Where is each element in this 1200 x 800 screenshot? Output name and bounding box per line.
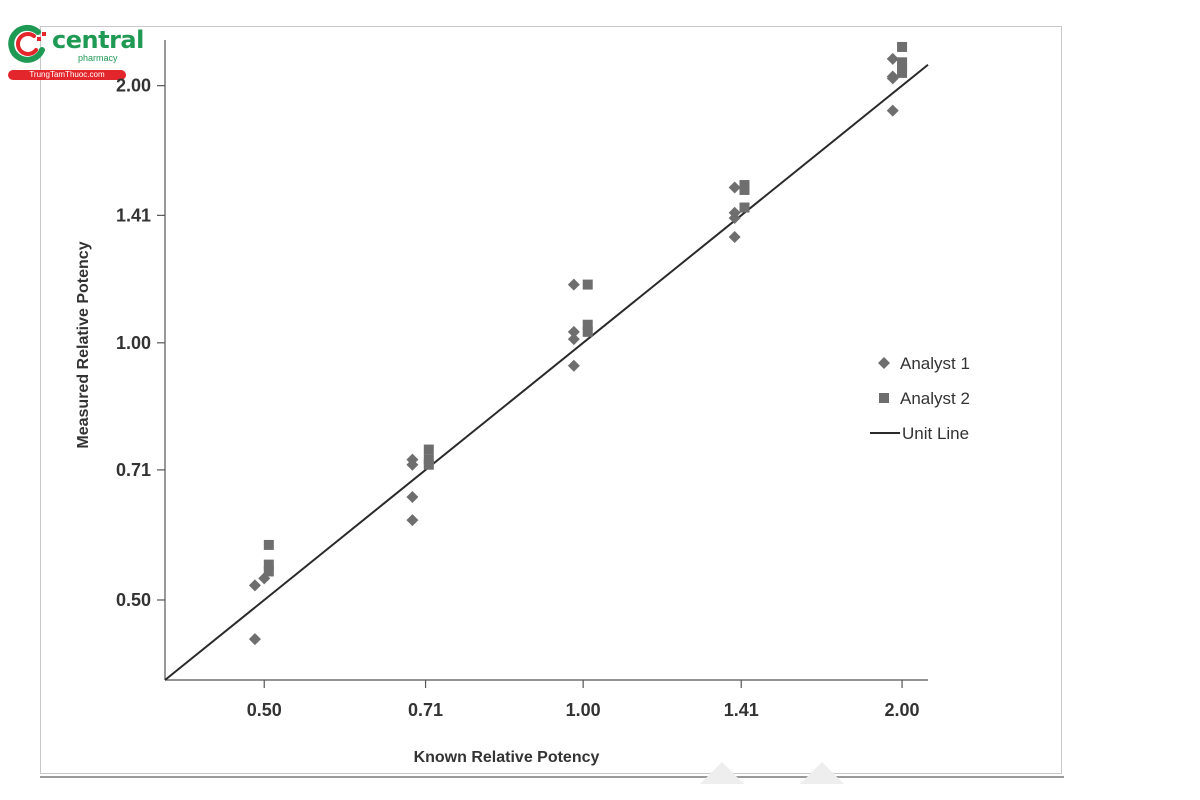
logo-name: central — [52, 26, 144, 54]
watermark-shape — [700, 762, 744, 784]
logo-mark-icon — [8, 24, 46, 63]
analyst-2-point — [582, 326, 593, 337]
x-tick-label: 0.71 — [408, 700, 443, 720]
legend: Analyst 1 Analyst 2 Unit Line — [870, 354, 970, 443]
legend-label: Analyst 2 — [900, 389, 970, 408]
x-tick-label: 1.00 — [566, 700, 601, 720]
analyst-1-point — [728, 181, 741, 194]
chart-frame — [40, 26, 1062, 774]
y-tick-label: 1.41 — [116, 205, 151, 225]
analyst-1-point — [728, 231, 741, 244]
analyst-1-point — [567, 359, 580, 372]
y-tick-label: 2.00 — [116, 76, 151, 96]
analyst-2-point — [582, 279, 593, 290]
analyst-1-point — [886, 104, 899, 117]
point-group — [248, 41, 908, 646]
analyst-2-point — [897, 41, 908, 52]
analyst-2-point — [582, 319, 593, 330]
analyst-1-point — [406, 514, 419, 527]
analyst-2-point — [423, 454, 434, 465]
unit-line-group — [164, 63, 929, 681]
analyst-2-point — [897, 57, 908, 68]
analyst-2-point — [739, 184, 750, 195]
analyst-1-point — [406, 458, 419, 471]
unit-line — [164, 63, 929, 681]
y-tick-label: 0.50 — [116, 590, 151, 610]
y-axis-label: Measured Relative Potency — [75, 241, 92, 448]
logo-subtitle: pharmacy — [78, 53, 118, 63]
y-tick-label: 1.00 — [116, 333, 151, 353]
analyst-2-point — [897, 62, 908, 73]
analyst-1-point — [248, 579, 261, 592]
analyst-2-point — [263, 539, 274, 550]
analyst-1-point — [406, 490, 419, 503]
analyst-2-point — [263, 559, 274, 570]
analyst-2-point — [739, 202, 750, 213]
analyst-1-point — [567, 333, 580, 346]
analyst-1-point — [886, 52, 899, 65]
analyst-1-point — [567, 325, 580, 338]
x-axis-label: Known Relative Potency — [414, 749, 600, 766]
tick-group: 0.50 0.71 1.00 1.41 2.00 0.50 0.71 1.00 1.41 2.00 — [116, 76, 920, 720]
bottom-rule — [40, 776, 1064, 778]
analyst-1-point — [728, 211, 741, 224]
watermark-shape — [800, 762, 844, 784]
legend-diamond-icon — [878, 357, 890, 369]
brand-logo: central pharmacy TrungTamThuoc.com — [8, 22, 144, 82]
y-tick-label: 0.71 — [116, 460, 151, 480]
legend-square-icon — [879, 393, 889, 403]
analyst-1-point — [567, 278, 580, 291]
legend-label: Analyst 1 — [900, 354, 970, 373]
x-tick-label: 1.41 — [724, 700, 759, 720]
analyst-1-point — [248, 633, 261, 646]
analyst-2-point — [897, 67, 908, 78]
analyst-2-point — [423, 459, 434, 470]
analyst-1-point — [886, 72, 899, 85]
analyst-2-point — [423, 444, 434, 455]
analyst-2-point — [263, 566, 274, 577]
legend-label: Unit Line — [902, 424, 969, 443]
x-tick-label: 2.00 — [885, 700, 920, 720]
x-tick-label: 0.50 — [247, 700, 282, 720]
logo-site: TrungTamThuoc.com — [8, 70, 126, 80]
axes — [164, 40, 928, 681]
